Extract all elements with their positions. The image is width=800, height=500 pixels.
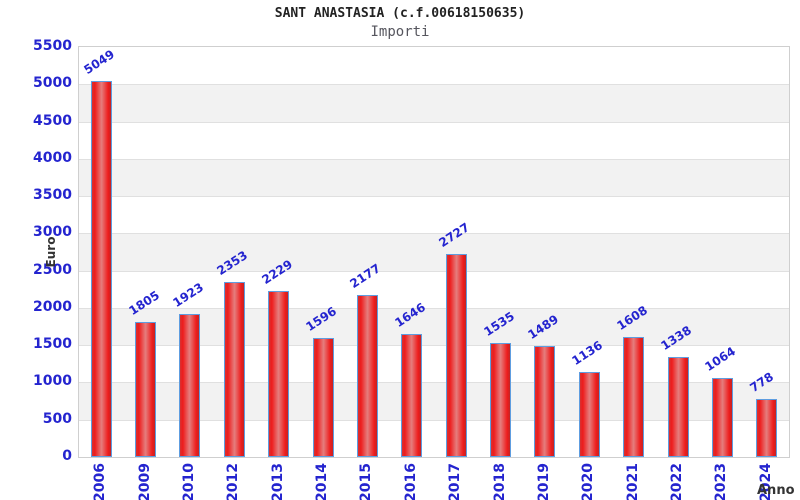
bar	[756, 399, 778, 457]
bar	[401, 334, 423, 457]
y-axis-tick-label: 5500	[33, 38, 72, 54]
x-axis-tick-label: 2010	[180, 463, 197, 500]
x-axis-tick-label: 2012	[225, 463, 242, 500]
plot-band	[79, 270, 789, 308]
x-axis-tick-label: 2019	[535, 463, 552, 500]
x-axis-tick-label: 2018	[491, 463, 508, 500]
x-axis-tick-label: 2016	[402, 463, 419, 500]
x-axis-tick-label: 2023	[713, 463, 730, 500]
gridline	[79, 233, 789, 235]
bar	[268, 290, 290, 457]
bar	[623, 337, 645, 457]
gridline	[79, 382, 789, 384]
x-axis-tick-label: 2017	[447, 463, 464, 500]
plot-band	[79, 47, 789, 85]
y-axis-tick-label: 4500	[33, 112, 72, 129]
gridline	[79, 307, 789, 309]
gridline	[79, 84, 789, 86]
x-axis-tick-label: 2006	[92, 463, 109, 500]
y-axis-tick-label: 1000	[33, 373, 72, 390]
chart-title: SANT ANASTASIA (c.f.00618150635)	[274, 6, 526, 21]
plot-band	[79, 121, 789, 159]
plot-band	[79, 196, 789, 234]
bar	[312, 338, 334, 457]
chart-subtitle: Importi	[370, 24, 430, 40]
gridline	[79, 345, 789, 347]
y-axis-tick-label: 500	[42, 410, 72, 427]
y-axis-tick-label: 2500	[33, 261, 72, 278]
x-axis-tick-label: 2021	[624, 463, 641, 500]
x-axis-tick-label: 2022	[669, 463, 686, 500]
bar	[179, 313, 201, 457]
x-axis-tick-label: 2014	[314, 463, 331, 500]
plot-area: 5049 1805 1923 2353 2229 1596 2177 1646 2727 1535…	[78, 46, 790, 458]
plot-band-alt	[79, 84, 789, 122]
gridline	[79, 196, 789, 198]
y-axis-tick-label: 1500	[33, 336, 72, 353]
y-axis-tick-label: 3000	[33, 224, 72, 241]
x-axis-tick-label: 2020	[580, 463, 597, 500]
x-axis-tick-label: 2013	[269, 463, 286, 500]
bar	[667, 357, 689, 457]
bar	[90, 80, 112, 457]
gridline	[79, 270, 789, 272]
gridline	[79, 419, 789, 421]
bar	[711, 377, 733, 457]
x-axis-title: Anno	[757, 483, 795, 498]
x-axis-tick-label: 2015	[358, 463, 375, 500]
y-axis-title: Euro	[44, 236, 58, 268]
bar	[490, 342, 512, 457]
bar	[223, 281, 245, 457]
bar	[534, 346, 556, 457]
y-axis-tick-label: 3500	[33, 187, 72, 204]
bar	[356, 294, 378, 457]
y-axis-tick-label: 4000	[33, 149, 72, 166]
y-axis-tick-label: 2000	[33, 298, 72, 315]
y-axis-tick-label: 0	[62, 448, 72, 464]
gridline	[79, 121, 789, 123]
plot-band-alt	[79, 233, 789, 271]
bar	[445, 253, 467, 457]
gridline	[79, 158, 789, 160]
bar	[578, 372, 600, 457]
y-axis-tick-label: 5000	[33, 75, 72, 92]
x-axis-tick-label: 2009	[136, 463, 153, 500]
bar	[135, 322, 157, 457]
plot-band-alt	[79, 158, 789, 197]
